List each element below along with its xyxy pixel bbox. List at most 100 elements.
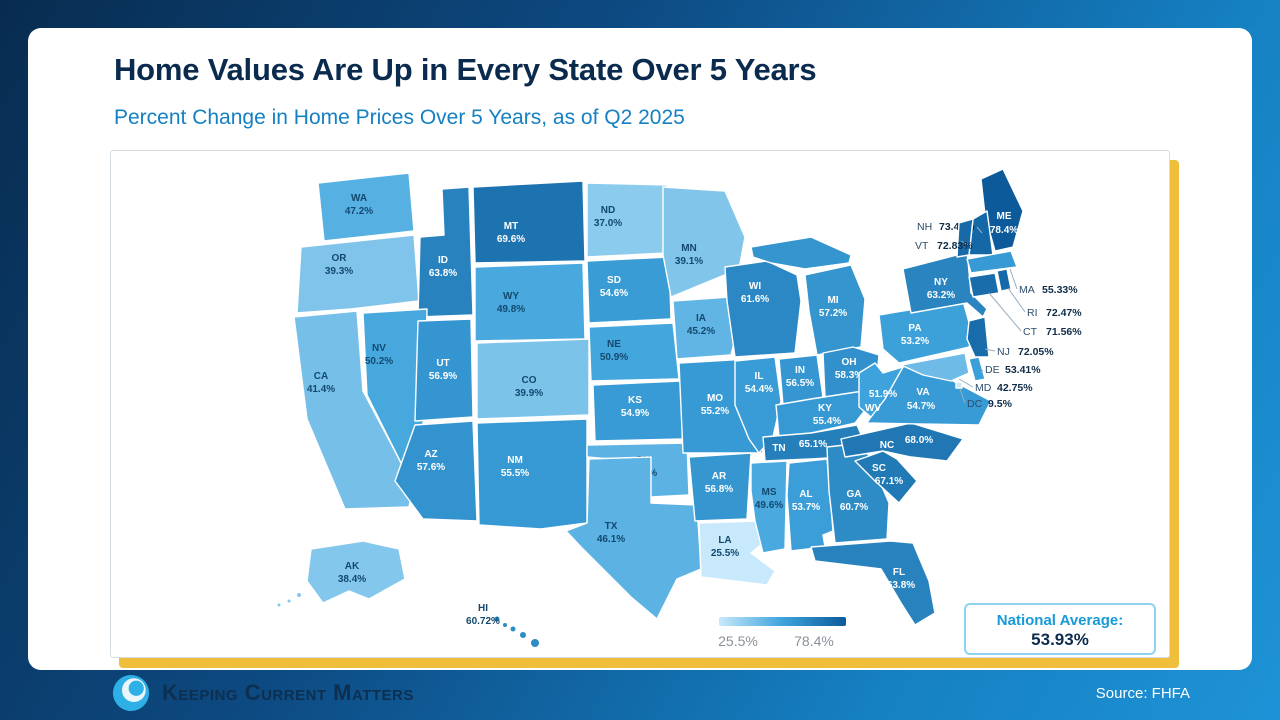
svg-text:72.05%: 72.05% [1018,346,1054,358]
svg-text:MI: MI [827,295,838,306]
state-WY: WY 49.8% [474,262,586,342]
svg-text:MT: MT [504,221,518,232]
svg-text:OH: OH [842,357,857,368]
svg-text:51.9%: 51.9% [869,389,897,400]
svg-text:56.5%: 56.5% [786,378,814,389]
state-AZ: AZ 57.6% [394,420,478,522]
svg-text:39.9%: 39.9% [515,388,543,399]
svg-text:AK: AK [345,561,360,572]
svg-text:CA: CA [314,371,328,382]
svg-text:TX: TX [605,521,618,532]
svg-text:MA: MA [1019,284,1035,296]
svg-text:IA: IA [696,313,706,324]
svg-text:CT: CT [1023,326,1038,338]
svg-text:MO: MO [707,393,723,404]
svg-text:KY: KY [818,403,832,414]
svg-text:54.4%: 54.4% [745,384,773,395]
map-card: WA 47.2% OR 39.3% CA 41.4% ID 63.8% NV 50.2% MT 69.… [110,150,1170,658]
svg-text:39.1%: 39.1% [675,256,703,267]
svg-text:47.2%: 47.2% [345,206,373,217]
svg-text:NC: NC [880,440,894,451]
svg-text:57.6%: 57.6% [417,462,445,473]
svg-text:VA: VA [916,387,929,398]
state-AL: AL 53.7% [786,458,834,552]
svg-text:9.5%: 9.5% [988,398,1013,410]
svg-text:VT: VT [915,240,929,252]
state-MS: MS 49.6% [750,460,788,554]
svg-text:25.5%: 25.5% [711,548,739,559]
state-ND: ND 37.0% [586,182,668,258]
state-RI: RI 72.47% [996,268,1082,319]
svg-text:HI: HI [478,603,488,614]
svg-text:49.6%: 49.6% [755,500,783,511]
svg-text:39.3%: 39.3% [325,266,353,277]
svg-text:67.1%: 67.1% [875,476,903,487]
svg-text:68.0%: 68.0% [905,435,933,446]
svg-text:MS: MS [762,487,777,498]
svg-text:72.83%: 72.83% [937,240,973,252]
svg-text:FL: FL [893,567,905,578]
svg-text:78.4%: 78.4% [990,225,1018,236]
svg-text:SC: SC [872,463,886,474]
svg-text:ND: ND [601,205,615,216]
svg-text:NJ: NJ [997,346,1010,358]
svg-text:IN: IN [795,365,805,376]
svg-text:WA: WA [351,193,367,204]
state-WI: WI 61.6% [724,260,802,358]
svg-text:72.47%: 72.47% [1046,307,1082,319]
svg-text:PA: PA [908,323,921,334]
state-MD: MD 42.75% [900,352,1033,394]
svg-text:TN: TN [772,443,785,454]
svg-text:55.33%: 55.33% [1042,284,1078,296]
svg-text:42.75%: 42.75% [997,382,1033,394]
svg-text:NV: NV [372,343,386,354]
slide-subtitle: Percent Change in Home Prices Over 5 Yea… [114,106,685,129]
legend-min-label: 25.5% [718,633,758,649]
svg-text:DE: DE [985,364,1000,376]
state-KS: KS 54.9% [592,380,686,442]
svg-text:61.6%: 61.6% [741,294,769,305]
state-WA: WA 47.2% [317,172,415,242]
content-card: Home Values Are Up in Every State Over 5… [28,28,1252,670]
svg-text:NY: NY [934,277,948,288]
source-attribution: Source: FHFA [1095,684,1190,702]
svg-text:MD: MD [975,382,992,394]
state-NC: NC 68.0% [840,422,964,462]
legend-max-label: 78.4% [794,633,834,649]
footer-bar: Keeping Current Matters Source: FHFA [0,670,1280,720]
national-average-label: National Average: [996,612,1124,629]
svg-text:RI: RI [1027,307,1038,319]
svg-text:55.2%: 55.2% [701,406,729,417]
svg-text:50.9%: 50.9% [600,352,628,363]
svg-text:69.6%: 69.6% [497,234,525,245]
svg-text:NE: NE [607,339,621,350]
svg-text:38.4%: 38.4% [338,574,366,585]
svg-text:63.2%: 63.2% [927,290,955,301]
svg-text:ME: ME [997,211,1012,222]
svg-text:37.0%: 37.0% [594,218,622,229]
svg-text:AR: AR [712,471,727,482]
svg-text:WI: WI [749,281,761,292]
svg-text:WY: WY [503,291,519,302]
state-WV: WV 51.9% [858,362,904,418]
us-choropleth-map: WA 47.2% OR 39.3% CA 41.4% ID 63.8% NV 50.2% MT 69.… [277,168,1082,647]
svg-text:WV: WV [865,403,881,414]
state-MA: MA 55.33% [966,250,1078,296]
svg-text:56.9%: 56.9% [429,371,457,382]
svg-text:GA: GA [847,489,862,500]
svg-text:60.7%: 60.7% [840,502,868,513]
svg-text:54.9%: 54.9% [621,408,649,419]
state-NM: NM 55.5% [476,418,588,530]
state-FL: FL 63.8% [810,540,936,626]
svg-text:46.1%: 46.1% [597,534,625,545]
svg-text:53.7%: 53.7% [792,502,820,513]
state-AR: AR 56.8% [688,452,752,522]
kcm-logo: Keeping Current Matters [112,674,414,712]
svg-text:58.3%: 58.3% [835,370,863,381]
national-average-box: National Average: 53.93% [964,603,1156,655]
svg-text:50.2%: 50.2% [365,356,393,367]
kcm-logo-icon [112,674,150,712]
svg-text:65.1%: 65.1% [799,439,827,450]
svg-text:OR: OR [332,253,348,264]
svg-text:45.2%: 45.2% [687,326,715,337]
